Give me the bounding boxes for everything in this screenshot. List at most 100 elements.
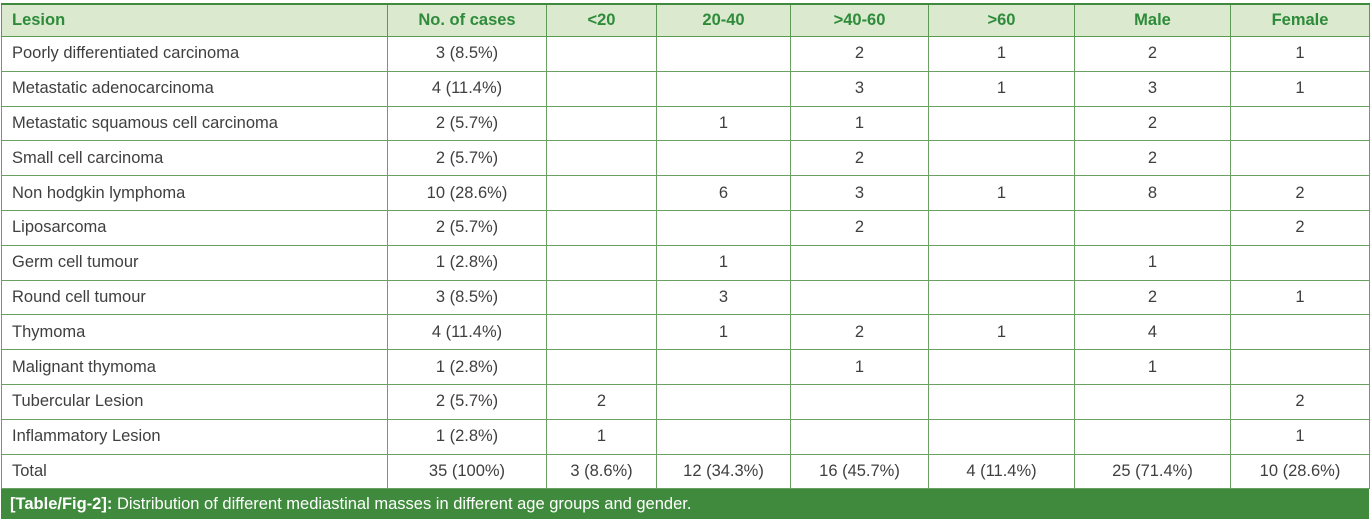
table-cell xyxy=(656,140,791,177)
table-cell: 4 (11.4%) xyxy=(928,453,1075,490)
table-cell xyxy=(1230,314,1370,351)
table-cell: 3 xyxy=(790,70,929,107)
table-cell: 1 (2.8%) xyxy=(387,418,547,455)
table-cell xyxy=(546,70,657,107)
table-cell: 1 xyxy=(656,244,791,281)
column-header: <20 xyxy=(546,3,657,37)
caption-tag: [Table/Fig-2]: xyxy=(10,495,113,514)
table-cell xyxy=(928,105,1075,142)
table-cell: 2 (5.7%) xyxy=(387,105,547,142)
table-cell xyxy=(546,175,657,211)
table-row: Tubercular Lesion 2 (5.7%) 2 2 xyxy=(1,383,1370,420)
table-cell: 2 (5.7%) xyxy=(387,140,547,177)
table-cell xyxy=(790,244,929,281)
table-cell xyxy=(790,383,929,420)
table-cell: 6 xyxy=(656,175,791,211)
table-cell xyxy=(656,70,791,107)
lesion-cell: Germ cell tumour xyxy=(1,244,388,281)
table-row: Inflammatory Lesion 1 (2.8%) 1 1 xyxy=(1,418,1370,455)
lesion-cell: Small cell carcinoma xyxy=(1,140,388,177)
table-cell xyxy=(546,36,657,72)
table-cell: 3 (8.6%) xyxy=(546,453,657,490)
table-cell xyxy=(1230,105,1370,142)
table-cell: 1 xyxy=(1074,349,1231,385)
column-header: 20-40 xyxy=(656,3,791,37)
table-cell: 2 xyxy=(790,314,929,351)
table-cell: 12 (34.3%) xyxy=(656,453,791,490)
table-cell: 10 (28.6%) xyxy=(387,175,547,211)
table-cell xyxy=(1074,383,1231,420)
table-cell: 1 xyxy=(1230,418,1370,455)
table-cell xyxy=(1074,209,1231,246)
table-cell xyxy=(656,383,791,420)
column-header: Lesion xyxy=(1,3,388,37)
table-cell xyxy=(928,383,1075,420)
table-cell xyxy=(1230,140,1370,177)
table-cell xyxy=(790,418,929,455)
table-cell xyxy=(656,209,791,246)
table-cell: 1 xyxy=(928,70,1075,107)
table-cell xyxy=(790,279,929,316)
table-cell: 3 xyxy=(790,175,929,211)
table-cell xyxy=(928,140,1075,177)
table-cell: 1 xyxy=(790,105,929,142)
table-cell: 25 (71.4%) xyxy=(1074,453,1231,490)
table-row: Non hodgkin lymphoma 10 (28.6%) 6 3 1 8 2 xyxy=(1,175,1370,211)
table-cell: 2 xyxy=(1230,383,1370,420)
table-cell xyxy=(1074,418,1231,455)
table-cell: 1 (2.8%) xyxy=(387,349,547,385)
table-cell: 1 xyxy=(1230,279,1370,316)
column-header: >60 xyxy=(928,3,1075,37)
table-cell: 3 (8.5%) xyxy=(387,279,547,316)
header-row: Lesion No. of cases <20 20-40 >40-60 >60… xyxy=(1,3,1370,37)
table-cell: 1 xyxy=(1230,70,1370,107)
column-header: >40-60 xyxy=(790,3,929,37)
table-cell: 2 xyxy=(1230,209,1370,246)
table-cell: 10 (28.6%) xyxy=(1230,453,1370,490)
table-cell: 35 (100%) xyxy=(387,453,547,490)
table-cell xyxy=(1230,349,1370,385)
table-caption: [Table/Fig-2]: Distribution of different… xyxy=(1,489,1369,520)
table-cell xyxy=(928,209,1075,246)
table-cell xyxy=(656,36,791,72)
table-cell xyxy=(928,279,1075,316)
lesion-cell: Poorly differentiated carcinoma xyxy=(1,36,388,72)
column-header: No. of cases xyxy=(387,3,547,37)
table-cell: 2 xyxy=(1074,279,1231,316)
table-figure: Lesion No. of cases <20 20-40 >40-60 >60… xyxy=(1,3,1370,520)
table-cell: 4 (11.4%) xyxy=(387,70,547,107)
table-cell: 2 xyxy=(1074,105,1231,142)
table-cell xyxy=(546,209,657,246)
lesion-cell: Inflammatory Lesion xyxy=(1,418,388,455)
table-cell: 1 xyxy=(656,105,791,142)
table-row: Germ cell tumour 1 (2.8%) 1 1 xyxy=(1,244,1370,281)
table-cell xyxy=(1230,244,1370,281)
table-cell: 1 xyxy=(790,349,929,385)
column-header: Male xyxy=(1074,3,1231,37)
table-cell: 2 xyxy=(790,140,929,177)
caption-text: Distribution of different mediastinal ma… xyxy=(112,495,692,514)
table-cell xyxy=(928,244,1075,281)
lesion-cell: Metastatic squamous cell carcinoma xyxy=(1,105,388,142)
table-cell: 1 xyxy=(928,175,1075,211)
table-cell: 1 xyxy=(1230,36,1370,72)
table-body: Poorly differentiated carcinoma 3 (8.5%) 2… xyxy=(1,36,1370,490)
table-cell xyxy=(656,349,791,385)
column-header: Female xyxy=(1230,3,1370,37)
table-cell xyxy=(546,349,657,385)
table-cell: 2 (5.7%) xyxy=(387,383,547,420)
table-row: Small cell carcinoma 2 (5.7%) 2 2 xyxy=(1,140,1370,177)
table-row: Thymoma 4 (11.4%) 1 2 1 4 xyxy=(1,314,1370,351)
lesion-cell: Non hodgkin lymphoma xyxy=(1,175,388,211)
table-cell: 1 xyxy=(1074,244,1231,281)
table-cell: 1 xyxy=(546,418,657,455)
table-row: Malignant thymoma 1 (2.8%) 1 1 xyxy=(1,349,1370,385)
lesion-cell: Thymoma xyxy=(1,314,388,351)
total-row: Total 35 (100%) 3 (8.6%) 12 (34.3%) 16 (45.7… xyxy=(1,453,1370,490)
table-cell: 4 xyxy=(1074,314,1231,351)
table-cell xyxy=(546,279,657,316)
table-cell xyxy=(546,105,657,142)
table-cell: 1 xyxy=(928,314,1075,351)
lesion-cell: Round cell tumour xyxy=(1,279,388,316)
table-cell xyxy=(546,314,657,351)
